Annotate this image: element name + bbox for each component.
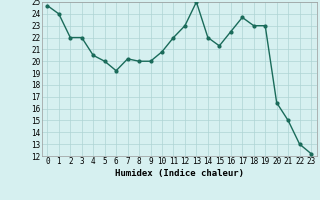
X-axis label: Humidex (Indice chaleur): Humidex (Indice chaleur) — [115, 169, 244, 178]
